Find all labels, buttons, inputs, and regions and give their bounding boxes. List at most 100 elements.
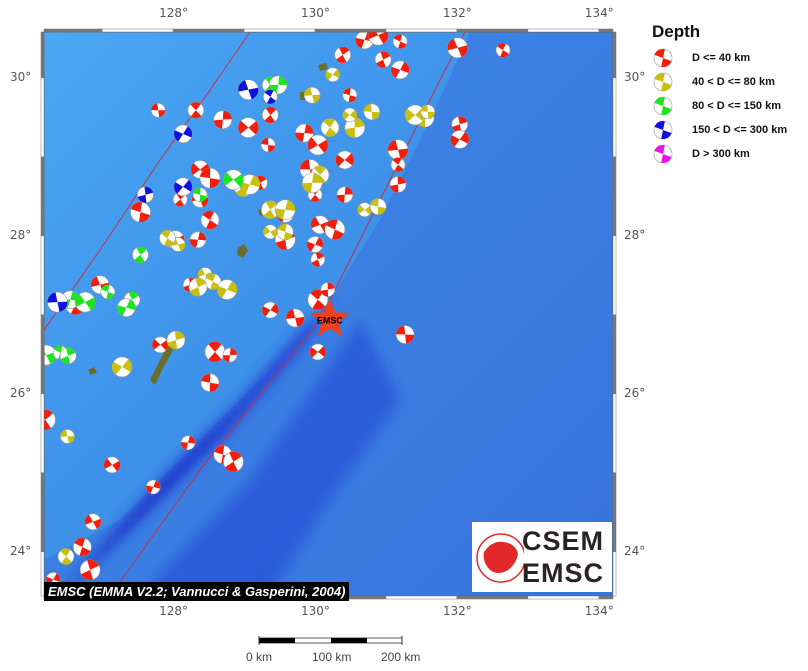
focal-mechanism-beachball[interactable] — [223, 451, 244, 473]
focal-mechanism-beachball[interactable] — [307, 134, 329, 156]
focal-mechanism-beachball[interactable] — [116, 298, 136, 317]
focal-mechanism-beachball[interactable] — [303, 86, 321, 104]
focal-mechanism-beachball[interactable] — [132, 246, 149, 264]
focal-mechanism-beachball[interactable] — [152, 336, 169, 354]
focal-mechanism-beachball[interactable] — [166, 330, 186, 350]
legend-item: 150 < D <= 300 km — [652, 118, 787, 142]
focal-mechanism-beachball[interactable] — [213, 110, 233, 129]
focal-mechanism-beachball[interactable] — [309, 343, 327, 361]
focal-mechanism-beachball[interactable] — [223, 169, 244, 191]
focal-mechanism-beachball[interactable] — [159, 229, 176, 247]
focal-mechanism-beachball[interactable] — [216, 279, 238, 300]
focal-mechanism-beachball[interactable] — [276, 223, 294, 241]
bottom-lon-label: 128° — [159, 604, 189, 618]
right-lat-label: 30° — [624, 69, 646, 84]
focal-mechanism-beachball[interactable] — [180, 435, 196, 451]
focal-mechanism-beachball[interactable] — [150, 102, 166, 118]
focal-mechanism-beachball[interactable] — [74, 291, 96, 313]
focal-mechanism-beachball[interactable] — [100, 284, 116, 300]
globe-icon — [476, 533, 524, 583]
focal-mechanism-beachball[interactable] — [390, 157, 406, 173]
focal-mechanism-beachball[interactable] — [60, 429, 75, 444]
csem-emsc-logo[interactable]: CSEM EMSC — [472, 522, 612, 592]
focal-mechanism-beachball[interactable] — [374, 51, 392, 68]
epicenter-label: EMSC — [317, 316, 344, 326]
focal-mechanism-beachball[interactable] — [59, 347, 77, 365]
focal-mechanism-beachball[interactable] — [310, 252, 326, 267]
focal-mechanism-beachball[interactable] — [363, 103, 381, 121]
focal-mechanism-beachball[interactable] — [324, 219, 346, 240]
focal-mechanism-beachball[interactable] — [357, 202, 372, 218]
focal-mechanism-beachball[interactable] — [342, 107, 358, 123]
focal-mechanism-beachball[interactable] — [204, 341, 226, 363]
epicenter-star[interactable]: EMSC — [309, 298, 350, 337]
focal-mechanism-beachball[interactable] — [335, 150, 355, 170]
focal-mechanism-beachball[interactable] — [306, 236, 324, 253]
focal-mechanism-beachball[interactable] — [47, 291, 68, 313]
focal-mechanism-beachball[interactable] — [35, 409, 56, 431]
focal-mechanism-beachball[interactable] — [450, 130, 470, 149]
focal-mechanism-beachball[interactable] — [274, 199, 296, 221]
focal-mechanism-beachball[interactable] — [137, 186, 154, 204]
focal-mechanism-beachball[interactable] — [103, 456, 121, 474]
focal-mechanism-beachball[interactable] — [36, 344, 57, 366]
focal-mechanism-beachball[interactable] — [295, 123, 314, 143]
focal-mechanism-beachball[interactable] — [367, 25, 389, 46]
focal-mechanism-beachball[interactable] — [238, 117, 259, 138]
scale-label-0: 0 km — [246, 650, 273, 664]
focal-mechanism-beachball[interactable] — [392, 34, 408, 49]
beachball-icon[interactable] — [653, 72, 673, 92]
focal-mechanism-beachball[interactable] — [192, 187, 208, 203]
focal-mechanism-beachball[interactable] — [145, 479, 161, 495]
focal-mechanism-beachball[interactable] — [238, 79, 259, 100]
focal-mechanism-beachball[interactable] — [404, 104, 426, 126]
focal-mechanism-beachball[interactable] — [188, 277, 208, 297]
focal-mechanism-beachball[interactable] — [320, 118, 340, 137]
focal-mechanism-beachball[interactable] — [334, 46, 351, 64]
focal-mechanism-beachball[interactable] — [57, 548, 75, 565]
focal-mechanism-beachball[interactable] — [173, 124, 193, 144]
focal-mechanism-beachball[interactable] — [200, 210, 220, 230]
focal-mechanism-beachball[interactable] — [222, 347, 238, 363]
focal-mechanism-beachball[interactable] — [187, 101, 205, 119]
focal-mechanism-beachball[interactable] — [369, 198, 387, 215]
focal-mechanism-beachball[interactable] — [301, 172, 323, 194]
focal-mechanism-beachball[interactable] — [73, 537, 92, 557]
focal-mechanism-beachball[interactable] — [189, 231, 207, 249]
focal-mechanism-beachball[interactable] — [285, 308, 305, 328]
scale-bar — [258, 636, 403, 645]
focal-mechanism-beachball[interactable] — [451, 116, 469, 133]
focal-mechanism-beachball[interactable] — [84, 513, 102, 531]
focal-mechanism-beachball[interactable] — [387, 139, 409, 160]
focal-mechanism-beachball[interactable] — [420, 104, 436, 120]
ryukyu-trench — [60, 300, 335, 596]
focal-mechanism-beachball[interactable] — [260, 137, 276, 153]
focal-mechanism-beachball[interactable] — [262, 301, 279, 319]
focal-mechanism-beachball[interactable] — [199, 167, 221, 189]
beachball-icon[interactable] — [653, 48, 673, 68]
focal-mechanism-beachball[interactable] — [389, 176, 407, 193]
beachball-icon[interactable] — [653, 120, 673, 140]
focal-mechanism-beachball[interactable] — [200, 373, 220, 393]
focal-mechanism-beachball[interactable] — [325, 67, 341, 82]
focal-mechanism-beachball[interactable] — [268, 75, 288, 95]
focal-mechanism-beachball[interactable] — [336, 186, 354, 204]
focal-mechanism-beachball[interactable] — [173, 177, 193, 197]
focal-mechanism-beachball[interactable] — [261, 200, 280, 220]
beachball-icon[interactable] — [653, 144, 673, 164]
focal-mechanism-beachball[interactable] — [111, 356, 133, 378]
focal-mechanism-beachball[interactable] — [130, 201, 151, 223]
focal-mechanism-beachball[interactable] — [342, 87, 358, 103]
focal-mechanism-beachball[interactable] — [263, 224, 278, 240]
focal-mechanism-beachball[interactable] — [320, 282, 336, 297]
focal-mechanism-beachball[interactable] — [395, 325, 415, 344]
focal-mechanism-beachball[interactable] — [447, 37, 468, 59]
focal-mechanism-beachball[interactable] — [344, 117, 366, 138]
focal-mechanism-beachball[interactable] — [262, 106, 279, 124]
beachball-icon[interactable] — [653, 96, 673, 116]
focal-mechanism-beachball[interactable] — [495, 42, 511, 58]
focal-mechanism-beachball[interactable] — [263, 89, 278, 105]
focal-mechanism-beachball[interactable] — [79, 559, 101, 581]
focal-mechanism-beachball[interactable] — [390, 60, 410, 80]
